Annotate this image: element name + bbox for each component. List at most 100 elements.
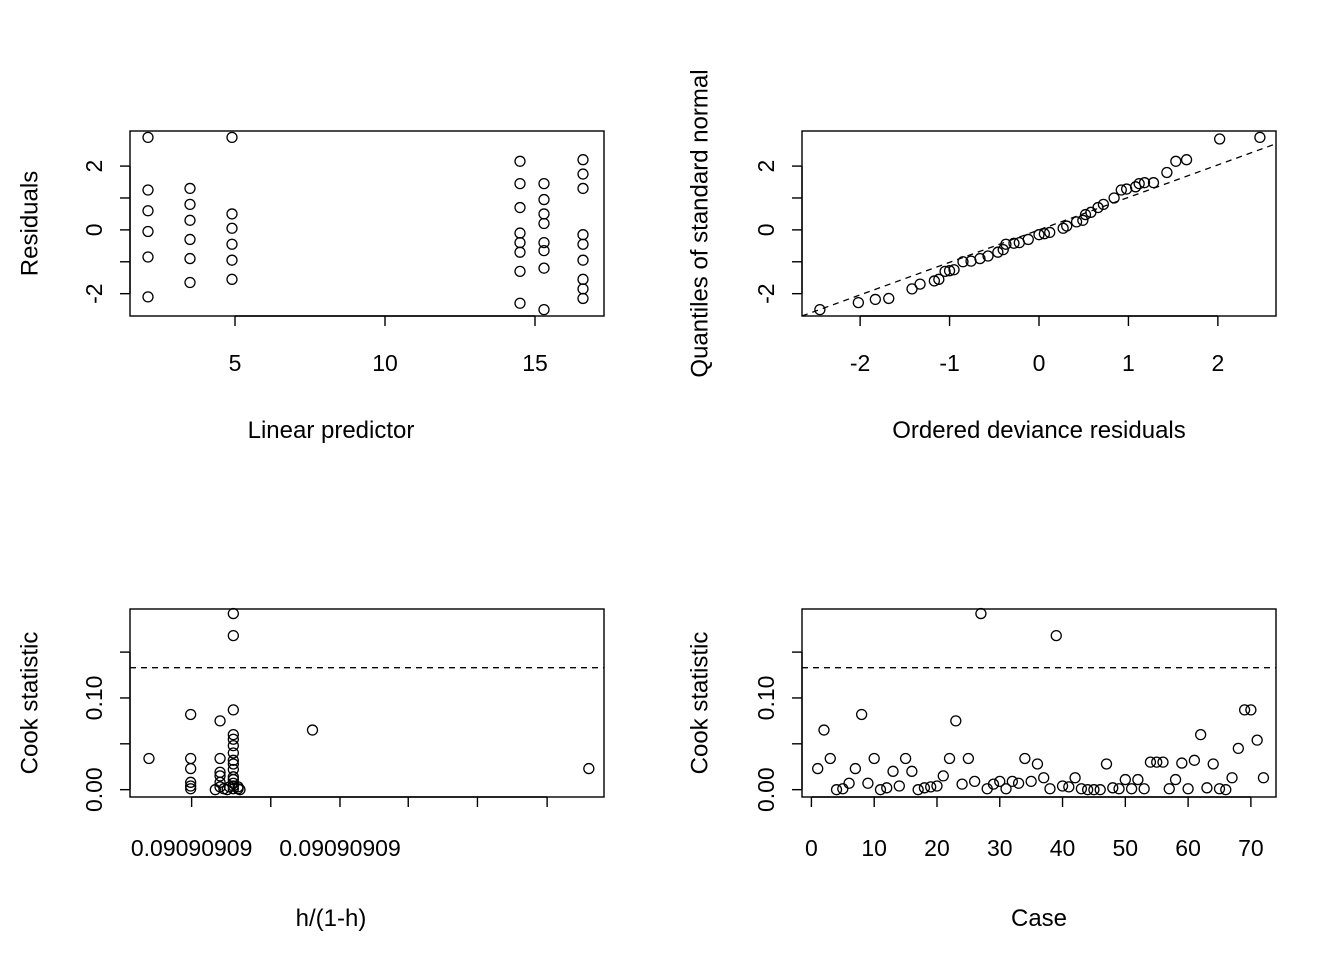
data-point — [142, 184, 154, 196]
data-point — [577, 254, 589, 266]
data-point — [226, 222, 238, 234]
y-tick-label: 0.10 — [81, 676, 107, 721]
data-point — [1138, 177, 1151, 189]
data-point — [914, 278, 926, 290]
data-point — [1079, 208, 1092, 221]
y-tick-label: 0 — [753, 223, 779, 236]
data-point — [227, 739, 239, 752]
panel-residuals-vs-linear-predictor: 5 10 15 -2 0 2 Linear predictor Residuals — [17, 130, 605, 444]
data-point — [1056, 780, 1069, 792]
data-point — [226, 208, 238, 220]
data-point — [226, 273, 238, 285]
data-point — [1070, 216, 1083, 228]
data-point — [1077, 214, 1089, 226]
data-point — [214, 776, 226, 788]
data-point — [1063, 781, 1075, 793]
data-point — [939, 265, 951, 277]
data-point — [227, 783, 239, 795]
x-tick-label: 2 — [1211, 350, 1224, 376]
data-point — [1069, 772, 1081, 784]
data-point — [893, 780, 905, 792]
data-point — [956, 778, 968, 790]
data-point — [874, 784, 887, 796]
data-point — [1100, 758, 1113, 770]
data-point — [812, 762, 824, 775]
data-point — [948, 264, 960, 276]
x-tick-label: 70 — [1238, 835, 1264, 861]
data-point — [1195, 728, 1207, 741]
data-point — [184, 276, 196, 289]
data-point — [577, 292, 589, 305]
data-point — [538, 177, 550, 190]
data-point — [994, 775, 1006, 788]
data-point — [1254, 131, 1266, 144]
data-point — [1119, 773, 1131, 786]
data-point — [1115, 184, 1127, 196]
data-point — [185, 708, 197, 721]
data-point — [1108, 192, 1120, 204]
data-point — [226, 238, 238, 250]
y-axis-label: Cook statistic — [687, 632, 714, 775]
data-point — [957, 256, 969, 268]
data-point — [306, 724, 319, 736]
data-point — [514, 297, 526, 309]
data-point — [1125, 783, 1138, 795]
data-point — [1038, 228, 1051, 240]
data-point — [1214, 133, 1226, 145]
data-point — [906, 283, 918, 295]
data-point — [1006, 775, 1018, 788]
y-axis-label: Cook statistic — [17, 632, 44, 775]
data-point — [185, 780, 197, 792]
x-tick-label: 10 — [372, 350, 398, 376]
data-point — [1182, 783, 1194, 795]
data-point — [975, 607, 987, 620]
data-point — [1075, 783, 1088, 795]
y-tick-label: 2 — [81, 160, 107, 173]
data-point — [214, 715, 226, 727]
x-tick-label: 15 — [522, 350, 548, 376]
data-point — [987, 778, 1000, 790]
x-tick-label: 0.09090909 — [131, 835, 253, 861]
y-axis-label: Residuals — [17, 171, 44, 276]
data-point — [992, 246, 1004, 258]
data-point — [830, 784, 843, 796]
data-point — [950, 715, 962, 727]
data-point — [1169, 773, 1182, 786]
x-axis-label: h/(1-h) — [296, 905, 367, 932]
data-point — [221, 784, 233, 796]
data-point — [843, 777, 855, 789]
data-point — [1147, 177, 1160, 189]
data-point — [1008, 237, 1020, 249]
data-point — [538, 262, 550, 274]
x-axis-label: Linear predictor — [248, 417, 415, 444]
data-point — [1188, 754, 1201, 766]
data-point — [1113, 783, 1125, 795]
data-point — [227, 733, 239, 745]
data-point — [142, 251, 154, 263]
x-tick-label: 20 — [924, 835, 950, 861]
data-point — [1238, 704, 1251, 716]
data-point — [1061, 220, 1073, 232]
data-point — [185, 762, 197, 775]
data-point — [906, 765, 918, 777]
data-point — [1144, 756, 1157, 768]
data-point — [1088, 784, 1100, 796]
data-point — [974, 252, 986, 265]
data-point — [1000, 238, 1012, 250]
data-point — [538, 236, 550, 249]
y-axis-label: Quantiles of standard normal — [687, 69, 714, 377]
data-point — [1044, 226, 1056, 239]
data-point — [852, 296, 864, 309]
data-point — [577, 168, 589, 180]
data-point — [234, 784, 246, 796]
data-point — [1151, 756, 1163, 768]
data-point — [226, 254, 238, 266]
data-point — [1138, 783, 1150, 795]
data-point — [918, 782, 931, 794]
data-point — [538, 217, 550, 230]
data-point — [142, 131, 154, 144]
x-tick-label: 50 — [1113, 835, 1139, 861]
data-point — [1050, 629, 1062, 642]
